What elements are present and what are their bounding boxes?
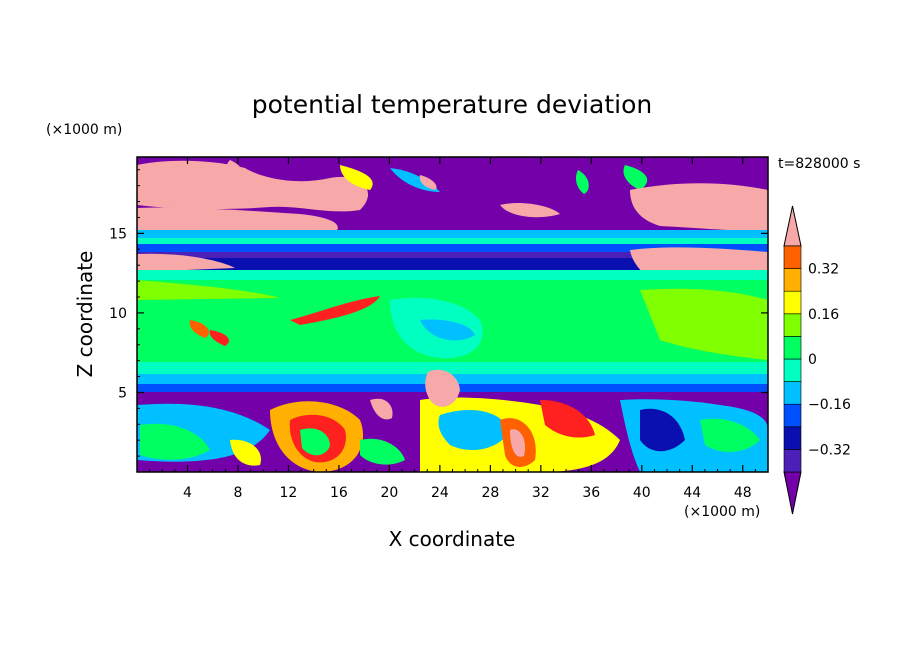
x-tick-label: 8	[233, 485, 242, 501]
colorbar-over-triangle	[783, 205, 802, 247]
x-tick-label: 28	[481, 485, 499, 501]
colorbar-segment	[783, 403, 802, 428]
colorbar-segment	[783, 336, 802, 360]
x-tick-label: 48	[734, 485, 752, 501]
contour-field	[137, 157, 768, 472]
colorbar: 0.32 0.16 0 −0.16 −0.32	[783, 205, 851, 515]
colorbar-segment	[783, 290, 802, 315]
x-axis: 4 8 12 16 20 24 28 32 36 40 44 48	[149, 157, 756, 501]
y-tick-label: 5	[118, 385, 127, 401]
colorbar-segment	[783, 268, 802, 292]
colorbar-tick-label: 0.16	[808, 307, 839, 323]
x-tick-label: 24	[431, 485, 449, 501]
colorbar-segment	[783, 426, 802, 450]
x-axis-label: X coordinate	[389, 527, 516, 551]
colorbar-tick-label: −0.32	[808, 442, 851, 458]
colorbar-under-triangle	[783, 471, 802, 515]
colorbar-segment	[783, 449, 802, 473]
time-label: t=828000 s	[778, 156, 860, 172]
colorbar-segment	[783, 358, 802, 382]
x-tick-label: 16	[330, 485, 348, 501]
x-tick-label: 44	[683, 485, 701, 501]
x-tick-label: 12	[280, 485, 298, 501]
x-tick-label: 36	[582, 485, 600, 501]
colorbar-segment	[783, 313, 802, 337]
colorbar-segment	[783, 245, 802, 269]
x-tick-label: 32	[532, 485, 550, 501]
chart-title: potential temperature deviation	[252, 90, 652, 119]
x-tick-label: 20	[380, 485, 398, 501]
y-axis-unit: (×1000 m)	[46, 122, 122, 138]
x-axis-unit: (×1000 m)	[684, 504, 760, 520]
y-tick-label: 15	[109, 226, 127, 242]
y-axis: 5 10 15	[109, 169, 768, 457]
x-tick-label: 40	[633, 485, 651, 501]
colorbar-tick-label: −0.16	[808, 397, 851, 413]
x-tick-label: 4	[183, 485, 192, 501]
colorbar-segment	[783, 381, 802, 405]
y-tick-label: 10	[109, 306, 127, 322]
colorbar-tick-label: 0	[808, 352, 817, 368]
colorbar-tick-label: 0.32	[808, 262, 839, 278]
y-axis-label: Z coordinate	[73, 251, 97, 378]
